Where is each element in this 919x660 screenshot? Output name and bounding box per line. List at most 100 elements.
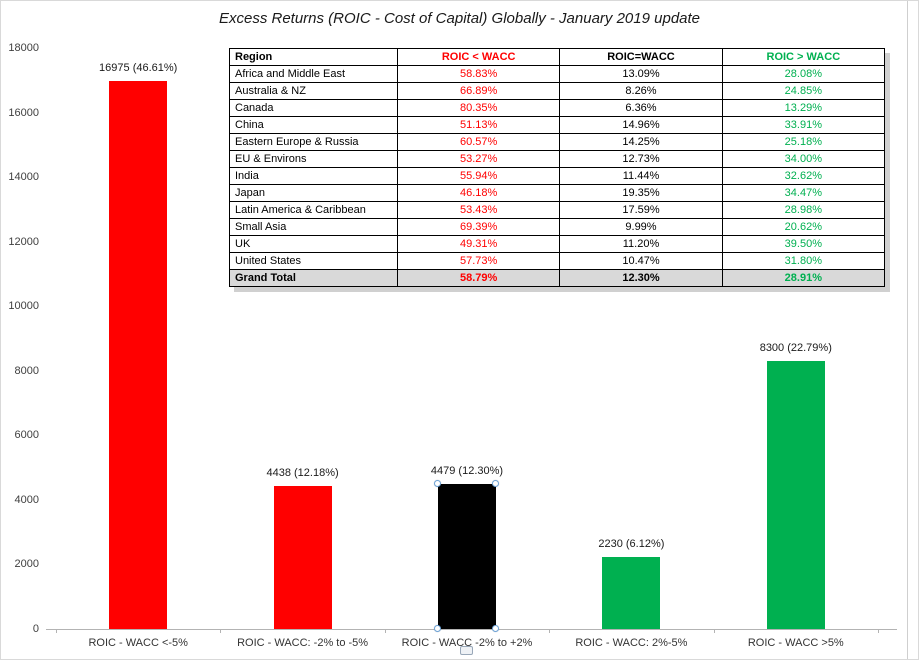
table-row: Canada 80.35% 6.36% 13.29% — [229, 99, 886, 117]
x-axis-tick — [549, 629, 551, 633]
region-cell: Canada — [229, 99, 398, 117]
value-cell: 53.27% — [396, 150, 561, 168]
table-row: India 55.94% 11.44% 32.62% — [229, 167, 886, 185]
chart-title: Excess Returns (ROIC - Cost of Capital) … — [218, 10, 701, 27]
value-cell: 28.98% — [721, 201, 886, 219]
value-cell: 12.30% — [559, 269, 723, 287]
region-cell: Australia & NZ — [229, 82, 398, 100]
value-cell: 33.91% — [721, 116, 886, 134]
bar-slot: 2230 (6.12%) — [549, 48, 713, 629]
y-axis-tick-label: 12000 — [8, 235, 39, 248]
region-cell: Japan — [229, 184, 398, 202]
selection-handle[interactable] — [492, 625, 499, 632]
window-edge-line — [907, 1, 908, 659]
y-axis: 0 2000 4000 6000 8000 10000 12000 14000 16000 180… — [1, 1, 39, 659]
table-header-col-2: ROIC=WACC — [559, 48, 723, 66]
x-axis-category-label: ROIC - WACC -2% to +2% — [401, 637, 533, 649]
value-cell: 32.62% — [721, 167, 886, 185]
value-cell: 20.62% — [721, 218, 886, 236]
region-cell: United States — [229, 252, 398, 270]
y-axis-tick-label: 14000 — [8, 171, 39, 184]
value-cell: 25.18% — [721, 133, 886, 151]
region-cell: UK — [229, 235, 398, 253]
value-cell: 58.83% — [396, 65, 561, 83]
bar-value-label: 4438 (12.18%) — [266, 466, 339, 479]
value-cell: 69.39% — [396, 218, 561, 236]
bar-3[interactable] — [437, 484, 496, 629]
value-cell: 19.35% — [559, 184, 723, 202]
bar-2[interactable] — [273, 485, 332, 629]
region-cell: EU & Environs — [229, 150, 398, 168]
table-header-col-3: ROIC > WACC — [721, 48, 886, 66]
table-header-region: Region — [229, 48, 398, 66]
bar-1[interactable] — [109, 81, 168, 629]
region-cell: Latin America & Caribbean — [229, 201, 398, 219]
selection-handle[interactable] — [434, 625, 441, 632]
y-axis-tick-label: 10000 — [8, 300, 39, 313]
value-cell: 9.99% — [559, 218, 723, 236]
x-axis-tick — [220, 629, 222, 633]
value-cell: 24.85% — [721, 82, 886, 100]
bar-slot: 4438 (12.18%) — [220, 48, 384, 629]
y-axis-tick-label: 6000 — [14, 429, 39, 442]
bar-4[interactable] — [602, 557, 661, 629]
y-axis-tick-label: 16000 — [8, 106, 39, 119]
value-cell: 28.08% — [721, 65, 886, 83]
bar-slot: 16975 (46.61%) — [56, 48, 220, 629]
table-row: Africa and Middle East 58.83% 13.09% 28.08% — [229, 65, 886, 83]
value-cell: 6.36% — [559, 99, 723, 117]
x-axis-category-label: ROIC - WACC <-5% — [88, 637, 188, 649]
selection-handle[interactable] — [492, 480, 499, 488]
table-header: Region ROIC < WACC ROIC=WACC ROIC > WACC — [229, 48, 886, 66]
value-cell: 28.91% — [721, 269, 886, 287]
region-cell: India — [229, 167, 398, 185]
table-row: UK 49.31% 11.20% 39.50% — [229, 235, 886, 253]
table-row: EU & Environs 53.27% 12.73% 34.00% — [229, 150, 886, 168]
bar-slot: 4479 (12.30%) — [385, 48, 549, 629]
value-cell: 8.26% — [559, 82, 723, 100]
table-row: Japan 46.18% 19.35% 34.47% — [229, 184, 886, 202]
value-cell: 80.35% — [396, 99, 561, 117]
value-cell: 13.29% — [721, 99, 886, 117]
region-cell: Grand Total — [229, 269, 398, 287]
value-cell: 17.59% — [559, 201, 723, 219]
value-cell: 58.79% — [396, 269, 561, 287]
x-axis-category-label: ROIC - WACC: 2%-5% — [575, 637, 688, 649]
bar-value-label: 8300 (22.79%) — [759, 342, 832, 355]
table-row: Eastern Europe & Russia 60.57% 14.25% 25.18… — [229, 133, 886, 151]
value-cell: 51.13% — [396, 116, 561, 134]
plot-area: 16975 (46.61%) 4438 (12.18%) 4479 (12.30%)… — [56, 48, 878, 632]
x-axis-tick — [384, 629, 386, 633]
region-cell: Africa and Middle East — [229, 65, 398, 83]
bar-5[interactable] — [766, 361, 825, 629]
x-axis-category-label: ROIC - WACC: -2% to -5% — [237, 637, 369, 649]
y-axis-tick-label: 0 — [32, 623, 39, 635]
x-axis-labels: ROIC - WACC <-5% ROIC - WACC: -2% to -5% R… — [56, 637, 878, 653]
value-cell: 49.31% — [396, 235, 561, 253]
value-cell: 34.47% — [721, 184, 886, 202]
value-cell: 14.25% — [559, 133, 723, 151]
value-cell: 53.43% — [396, 201, 561, 219]
region-cell: China — [229, 116, 398, 134]
bar-slot: 8300 (22.79%) — [714, 48, 878, 629]
value-cell: 11.44% — [559, 167, 723, 185]
region-cell: Eastern Europe & Russia — [229, 133, 398, 151]
x-axis-tick — [713, 629, 715, 633]
table-row: Latin America & Caribbean 53.43% 17.59% 28.… — [229, 201, 886, 219]
value-cell: 11.20% — [559, 235, 723, 253]
y-axis-tick-label: 18000 — [8, 42, 39, 54]
chart-element-handle[interactable] — [460, 646, 473, 655]
bar-value-label: 2230 (6.12%) — [598, 538, 665, 551]
value-cell: 12.73% — [559, 150, 723, 168]
regions-data-table[interactable]: Region ROIC < WACC ROIC=WACC ROIC > WACC Af… — [229, 48, 886, 287]
x-axis-tick — [56, 629, 57, 633]
table-header-row: Region ROIC < WACC ROIC=WACC ROIC > WACC — [229, 48, 886, 66]
table-row: China 51.13% 14.96% 33.91% — [229, 116, 886, 134]
selection-handle[interactable] — [434, 480, 441, 488]
value-cell: 10.47% — [559, 252, 723, 270]
bar-value-label: 16975 (46.61%) — [99, 62, 178, 75]
x-axis-category-label: ROIC - WACC >5% — [747, 637, 844, 649]
value-cell: 39.50% — [721, 235, 886, 253]
value-cell: 14.96% — [559, 116, 723, 134]
